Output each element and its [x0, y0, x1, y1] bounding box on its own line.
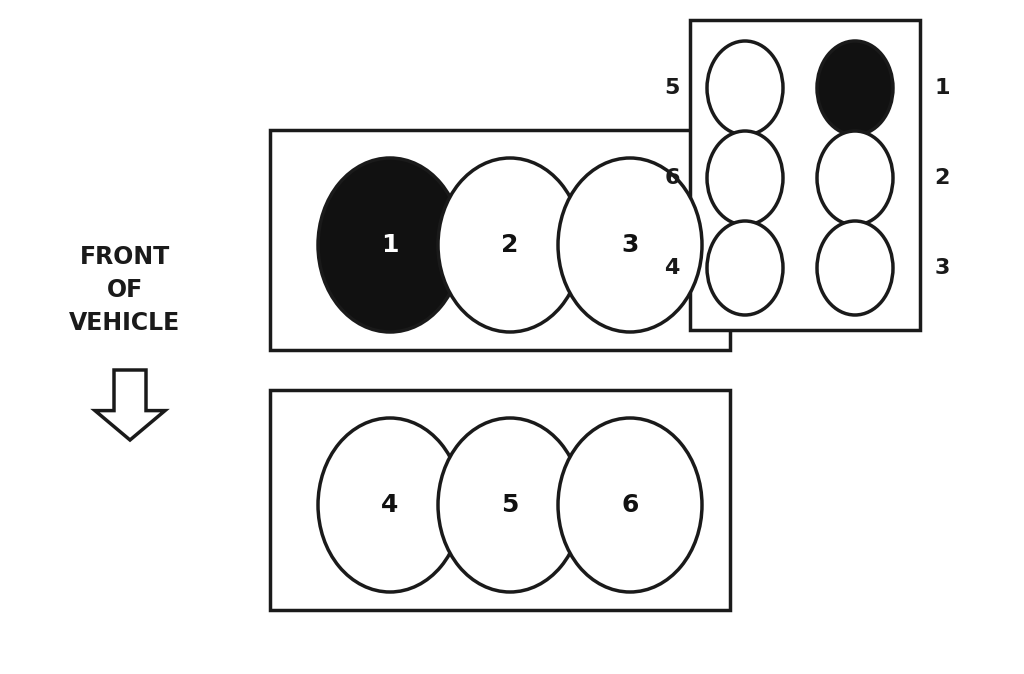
Text: 1: 1 — [934, 78, 949, 98]
Text: 4: 4 — [665, 258, 680, 278]
Text: 2: 2 — [934, 168, 949, 188]
Text: 5: 5 — [502, 493, 519, 517]
Text: 1: 1 — [381, 233, 398, 257]
Ellipse shape — [707, 131, 783, 225]
Ellipse shape — [817, 221, 893, 315]
Text: 3: 3 — [622, 233, 639, 257]
Text: 5: 5 — [665, 78, 680, 98]
Text: 2: 2 — [502, 233, 519, 257]
Ellipse shape — [817, 41, 893, 135]
Text: 6: 6 — [665, 168, 680, 188]
Ellipse shape — [558, 158, 702, 332]
Ellipse shape — [817, 131, 893, 225]
Ellipse shape — [707, 221, 783, 315]
Text: 4: 4 — [381, 493, 398, 517]
Ellipse shape — [438, 418, 582, 592]
Text: 3: 3 — [934, 258, 949, 278]
Ellipse shape — [707, 41, 783, 135]
Ellipse shape — [318, 158, 462, 332]
Text: 6: 6 — [622, 493, 639, 517]
Polygon shape — [95, 370, 165, 440]
Text: FRONT
OF
VEHICLE: FRONT OF VEHICLE — [70, 245, 180, 336]
Bar — [270, 130, 730, 350]
Ellipse shape — [318, 418, 462, 592]
Ellipse shape — [438, 158, 582, 332]
Bar — [270, 390, 730, 610]
Ellipse shape — [558, 418, 702, 592]
Bar — [690, 20, 920, 330]
